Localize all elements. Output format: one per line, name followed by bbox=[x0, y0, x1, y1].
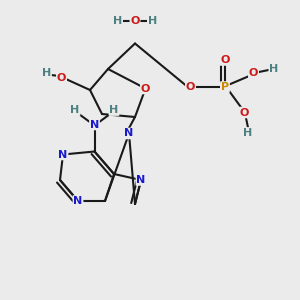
Text: N: N bbox=[136, 175, 146, 185]
Text: H: H bbox=[113, 16, 122, 26]
Text: N: N bbox=[58, 149, 68, 160]
Text: O: O bbox=[130, 16, 140, 26]
Text: H: H bbox=[42, 68, 51, 79]
Text: H: H bbox=[244, 128, 253, 138]
Text: O: O bbox=[240, 107, 249, 118]
Text: H: H bbox=[148, 16, 157, 26]
Text: N: N bbox=[90, 119, 99, 130]
Text: O: O bbox=[249, 68, 258, 79]
Text: O: O bbox=[57, 73, 66, 83]
Text: N: N bbox=[124, 128, 134, 139]
Text: N: N bbox=[74, 196, 82, 206]
Text: O: O bbox=[186, 82, 195, 92]
Text: O: O bbox=[141, 83, 150, 94]
Text: H: H bbox=[269, 64, 278, 74]
Text: H: H bbox=[110, 105, 118, 115]
Text: H: H bbox=[70, 105, 80, 115]
Text: P: P bbox=[221, 82, 229, 92]
Text: O: O bbox=[220, 55, 230, 65]
